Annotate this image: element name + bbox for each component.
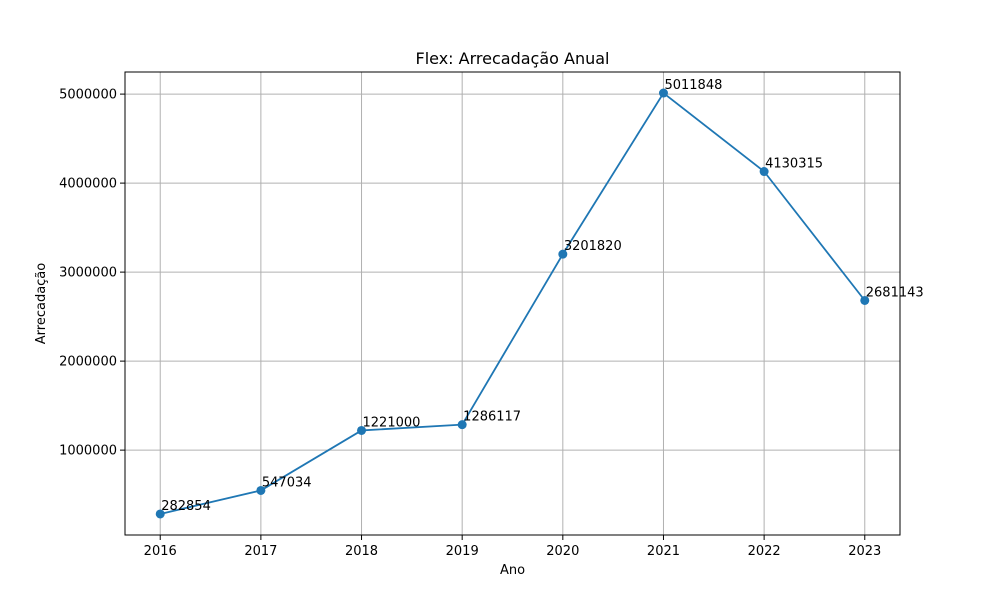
y-tick-label: 2000000 [59, 355, 117, 370]
x-tick-label: 2023 [848, 544, 881, 559]
data-label: 2681143 [866, 285, 924, 300]
chart-title: Flex: Arrecadação Anual [416, 49, 610, 68]
data-point [357, 425, 367, 435]
grid [125, 72, 900, 535]
series-flex [155, 88, 870, 519]
plot-area-frame [124, 71, 901, 536]
y-tick-label: 4000000 [59, 177, 117, 192]
data-label: 5011848 [664, 78, 722, 93]
x-tick-label: 2018 [345, 544, 378, 559]
data-label: 1286117 [463, 410, 521, 425]
data-label: 282854 [161, 499, 211, 514]
data-point [457, 420, 467, 430]
data-labels: 282854 547034 1221000 1286117 3201820 5011848… [161, 78, 923, 514]
x-axis-title: Ano [500, 563, 525, 578]
x-tick-label: 2021 [647, 544, 680, 559]
x-tick-label: 2017 [244, 544, 277, 559]
x-tick-label: 2019 [446, 544, 479, 559]
data-point [658, 88, 668, 98]
x-tick-label: 2020 [546, 544, 579, 559]
data-label: 3201820 [564, 239, 622, 254]
y-tick-label: 5000000 [59, 88, 117, 103]
data-point [860, 295, 870, 305]
data-point [256, 485, 266, 495]
data-label: 547034 [262, 475, 312, 490]
y-axis-title: Arrecadação [34, 263, 49, 345]
data-point [558, 249, 568, 259]
axis-ticks: 2016 2017 2018 2019 2020 2021 2022 2023 1000000 2… [59, 88, 881, 559]
series-line [160, 92, 866, 515]
x-tick-label: 2016 [144, 544, 177, 559]
data-point [759, 167, 769, 177]
data-point [155, 509, 165, 519]
x-tick-label: 2022 [748, 544, 781, 559]
data-label: 1221000 [363, 415, 421, 430]
data-label: 4130315 [765, 157, 823, 172]
y-tick-label: 1000000 [59, 444, 117, 459]
y-tick-label: 3000000 [59, 266, 117, 281]
